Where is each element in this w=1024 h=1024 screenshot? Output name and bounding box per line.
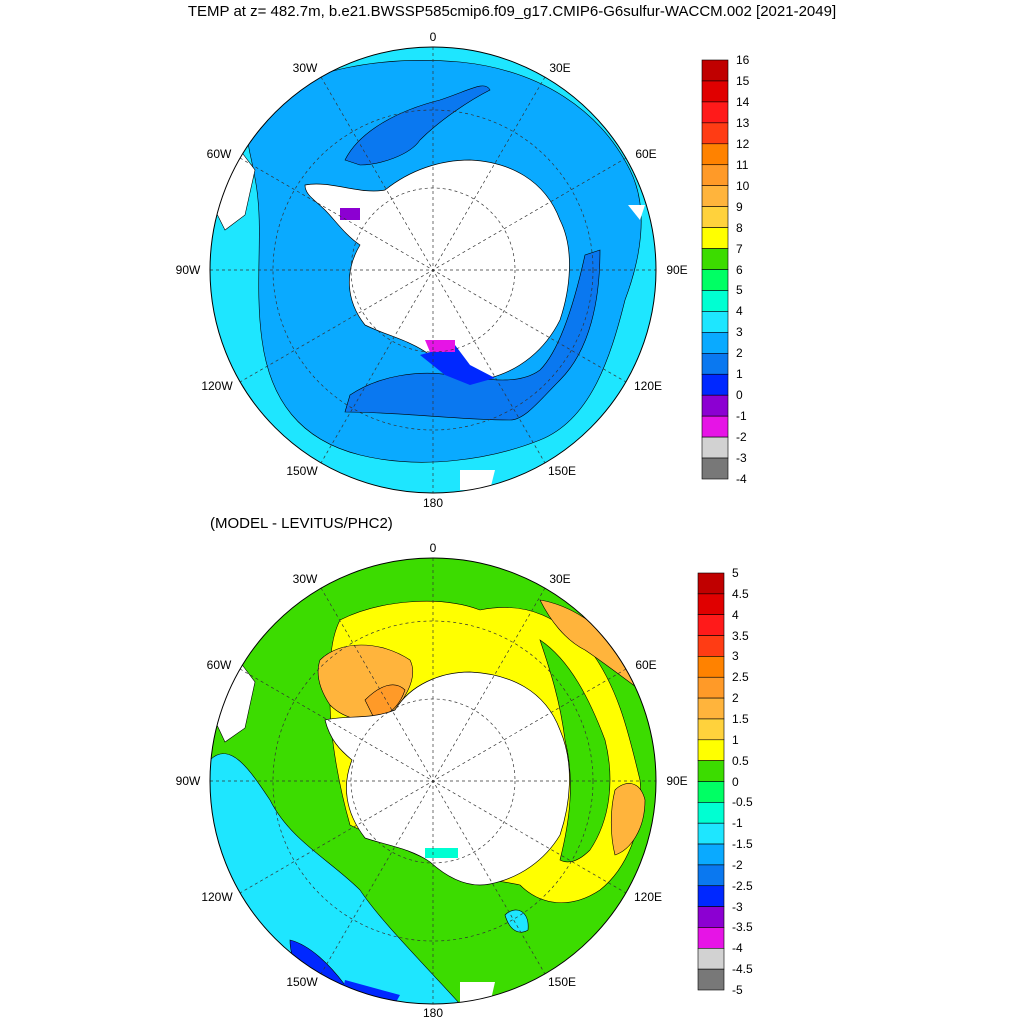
top-lon-150w: 150W — [286, 464, 318, 478]
bottom-colorbar-label: 0.5 — [732, 753, 749, 768]
top-colorbar-label: 4 — [736, 304, 743, 319]
bottom-colorbar-label: -2 — [732, 857, 743, 872]
bottom-colorbar-swatch — [697, 656, 725, 678]
top-colorbar-label: 13 — [736, 115, 750, 130]
bottom-colorbar-swatch — [697, 739, 725, 761]
bottom-colorbar-label: 4 — [732, 607, 739, 622]
top-colorbar-label: 12 — [736, 136, 750, 151]
bottom-lon-0: 0 — [429, 541, 437, 555]
bottom-colorbar-label: 1 — [732, 732, 739, 747]
bottom-lon-60e: 60E — [635, 658, 657, 672]
top-colorbar-label: -3 — [736, 451, 747, 466]
bottom-colorbar-swatch — [697, 760, 725, 782]
bottom-lon-120w: 120W — [201, 890, 233, 904]
top-colorbar-label: 6 — [736, 262, 743, 277]
bottom-lon-30w: 30W — [292, 572, 318, 586]
top-colorbar-label: 11 — [736, 157, 749, 172]
bottom-colorbar-label: -3.5 — [732, 920, 753, 935]
bottom-lon-90w: 90W — [175, 774, 201, 788]
top-colorbar-label: 8 — [736, 220, 743, 235]
bottom-colorbar-swatch — [697, 802, 725, 824]
top-colorbar-label: 9 — [736, 199, 743, 214]
bottom-colorbar-label: 2 — [732, 691, 739, 706]
bottom-colorbar-swatch — [697, 697, 725, 720]
bottom-colorbar-label: 4.5 — [732, 586, 749, 601]
bottom-lon-150e: 150E — [547, 975, 577, 989]
bottom-lon-150w: 150W — [286, 975, 318, 989]
plot-subtitle: (MODEL - LEVITUS/PHC2) — [210, 515, 393, 532]
bottom-colorbar-label: 1.5 — [732, 711, 749, 726]
bottom-lon-90e: 90E — [666, 774, 688, 788]
top-colorbar-label: -4 — [736, 472, 747, 486]
bottom-colorbar-label: 3.5 — [732, 628, 749, 643]
bottom-colorbar-swatch — [697, 676, 725, 699]
top-lon-150e: 150E — [547, 464, 577, 478]
bottom-colorbar-label: -2.5 — [732, 878, 753, 893]
bottom-colorbar-label: 2.5 — [732, 670, 749, 685]
bottom-colorbar-swatch — [697, 843, 725, 866]
top-lon-0: 0 — [429, 30, 437, 44]
top-lon-30e: 30E — [549, 61, 571, 75]
bottom-colorbar-label: -4 — [732, 941, 743, 956]
bottom-colorbar-label: -1 — [732, 816, 743, 831]
bottom-colorbar-label: -4.5 — [732, 962, 753, 977]
bottom-colorbar-label: -0.5 — [732, 795, 753, 810]
bottom-colorbar-swatch — [697, 572, 725, 595]
top-colorbar-label: 0 — [736, 388, 743, 403]
top-deep-north — [344, 85, 491, 166]
bottom-colorbar-swatch — [697, 635, 725, 657]
top-lon-90w: 90W — [175, 263, 201, 277]
top-lon-120e: 120E — [633, 379, 663, 393]
bottom-lon-120e: 120E — [633, 890, 663, 904]
bottom-lon-30e: 30E — [549, 572, 571, 586]
bottom-colorbar-swatch — [697, 614, 725, 636]
top-colorbar-label: 7 — [736, 241, 743, 256]
bottom-colorbar-label: -1.5 — [732, 837, 753, 852]
bottom-colorbar-swatch — [697, 864, 725, 887]
top-colorbar-label: 3 — [736, 325, 743, 340]
top-lon-60e: 60E — [635, 147, 657, 161]
top-colorbar-label: 2 — [736, 346, 743, 361]
bottom-colorbar-swatch — [697, 781, 725, 803]
top-colorbar-label: 15 — [736, 73, 750, 88]
bottom-lon-180: 180 — [422, 1006, 444, 1020]
bottom-colorbar-label: 5 — [732, 566, 739, 580]
bottom-colorbar-swatch — [697, 968, 725, 991]
top-lon-90e: 90E — [666, 263, 688, 277]
top-colorbar-label: 14 — [736, 94, 750, 109]
top-colorbar-label: 5 — [736, 283, 743, 298]
bottom-colorbar-swatch — [697, 822, 725, 845]
bottom-colorbar-swatch — [697, 718, 725, 741]
top-lon-60w: 60W — [206, 147, 232, 161]
top-colorbar-label: -1 — [736, 409, 747, 424]
bottom-colorbar-label: -5 — [732, 983, 743, 997]
bottom-colorbar-swatch — [697, 927, 725, 949]
top-colorbar-label: -2 — [736, 430, 747, 445]
top-colorbar-label: 10 — [736, 178, 750, 193]
top-lon-120w: 120W — [201, 379, 233, 393]
bottom-lon-60w: 60W — [206, 658, 232, 672]
bottom-colorbar-swatch — [697, 906, 725, 928]
top-colorbar-label: 1 — [736, 367, 743, 382]
bottom-colorbar-label: -3 — [732, 899, 743, 914]
top-colorbar-swatch — [701, 457, 729, 480]
bottom-colorbar-swatch — [697, 947, 725, 970]
bottom-colorbar-swatch — [697, 885, 725, 907]
plot-title: TEMP at z= 482.7m, b.e21.BWSSP585cmip6.f… — [187, 3, 837, 20]
top-lon-30w: 30W — [292, 61, 318, 75]
bottom-colorbar-swatch — [697, 593, 725, 615]
bottom-colorbar-label: 3 — [732, 649, 739, 664]
top-lon-180: 180 — [422, 496, 444, 510]
top-colorbar-label: 16 — [736, 53, 750, 67]
bottom-antarctica — [324, 671, 570, 886]
bottom-colorbar-label: 0 — [732, 774, 739, 789]
